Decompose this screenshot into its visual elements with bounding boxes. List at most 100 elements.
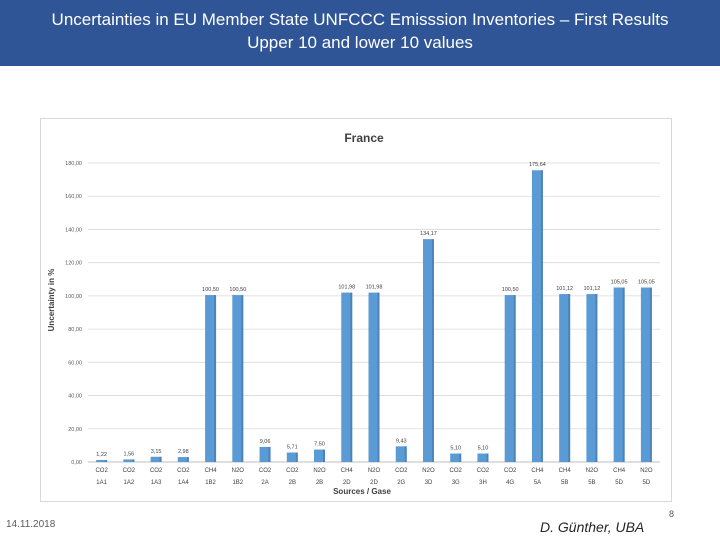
x-gas-label: N2O (640, 468, 653, 474)
x-category-label: 3G (452, 480, 460, 486)
data-label: 9,06 (260, 439, 271, 445)
bar-shade (350, 292, 353, 462)
data-label: 101,12 (556, 286, 573, 292)
slide-title: Uncertainties in EU Member State UNFCCC … (51, 10, 669, 29)
data-label: 100,50 (202, 287, 219, 293)
x-category-label: 5D (643, 480, 651, 486)
x-gas-label: CH4 (531, 468, 544, 474)
bar (177, 457, 189, 462)
bar-shade (595, 294, 598, 462)
x-category-label: 5B (588, 480, 595, 486)
bar-shade (323, 449, 326, 462)
y-tick-label: 0,00 (71, 460, 82, 466)
x-gas-label: CO2 (504, 468, 517, 474)
bar-shade (241, 295, 244, 462)
slide-subtitle: Upper 10 and lower 10 values (247, 33, 473, 52)
bar-shade (295, 452, 298, 462)
bar-shade (431, 239, 434, 462)
bar (395, 446, 407, 462)
x-gas-label: CH4 (559, 468, 572, 474)
x-gas-label: N2O (232, 468, 245, 474)
bar-shade (186, 457, 189, 462)
bar (96, 459, 108, 462)
bar (205, 295, 217, 462)
x-gas-label: CO2 (477, 468, 490, 474)
y-tick-label: 40,00 (68, 394, 82, 400)
x-category-label: 3D (425, 480, 433, 486)
x-gas-label: CO2 (286, 468, 299, 474)
bar (640, 287, 652, 462)
bar (450, 453, 462, 462)
data-labels: 1,22 CO2 1A1 1,56 CO2 1A2 3,15 CO2 1A3 2,98 CO2 1A4… (95, 162, 654, 486)
data-label: 7,50 (314, 442, 325, 448)
x-gas-label: CH4 (205, 468, 218, 474)
x-gas-label: N2O (586, 468, 599, 474)
page-number: 8 (669, 509, 675, 519)
bar (613, 287, 625, 462)
data-label: 5,10 (450, 446, 461, 452)
bar (477, 453, 489, 462)
bar (586, 294, 598, 462)
x-category-label: 3H (479, 480, 487, 486)
x-category-label: 4G (506, 480, 514, 486)
bar-shade (540, 170, 543, 463)
x-gas-label: CO2 (259, 468, 272, 474)
bar-shade (132, 459, 135, 462)
x-category-label: 1A3 (151, 480, 162, 486)
data-label: 100,50 (502, 287, 519, 293)
y-tick-label: 180,00 (65, 161, 82, 167)
y-tick-label: 120,00 (65, 261, 82, 267)
x-category-label: 5B (561, 480, 568, 486)
x-category-label: 2B (316, 480, 323, 486)
bar-shade (459, 453, 462, 462)
x-gas-label: CH4 (613, 468, 626, 474)
bar-shade (622, 287, 625, 462)
chart-title: France (344, 131, 384, 145)
data-label: 175,64 (529, 162, 546, 168)
data-label: 3,15 (151, 449, 162, 455)
x-gas-label: N2O (422, 468, 435, 474)
x-category-label: 2G (397, 480, 405, 486)
bars (96, 170, 652, 463)
x-category-label: 5D (615, 480, 623, 486)
gridlines: 0,00 20,00 40,00 60,00 80,00 100,00 120,00 140,… (65, 161, 660, 466)
bar-shade (568, 294, 571, 462)
x-category-label: 1B2 (232, 480, 243, 486)
bar-shade (513, 295, 516, 462)
bar-shade (377, 292, 380, 462)
bar (504, 295, 516, 462)
bar-shade (649, 287, 652, 462)
x-gas-label: CO2 (395, 468, 408, 474)
y-tick-label: 80,00 (68, 327, 82, 333)
data-label: 1,56 (123, 451, 134, 457)
x-category-label: 5A (534, 480, 541, 486)
bar (232, 295, 244, 462)
bar (286, 452, 298, 462)
data-label: 1,22 (96, 452, 107, 458)
data-label: 101,12 (583, 286, 600, 292)
y-tick-label: 20,00 (68, 427, 82, 433)
bar-shade (486, 453, 489, 462)
data-label: 105,05 (638, 280, 655, 286)
bar-shade (214, 295, 217, 462)
bar (422, 239, 434, 462)
bar-shade (268, 446, 271, 462)
y-tick-label: 160,00 (65, 194, 82, 200)
x-category-label: 1A4 (178, 480, 189, 486)
x-category-label: 1A1 (96, 480, 107, 486)
x-gas-label: CH4 (341, 468, 354, 474)
x-category-label: 2B (289, 480, 296, 486)
data-label: 2,98 (178, 449, 189, 455)
data-label: 5,71 (287, 445, 298, 451)
y-tick-label: 100,00 (65, 294, 82, 300)
bar (531, 170, 543, 463)
x-gas-label: CO2 (123, 468, 136, 474)
data-label: 101,98 (338, 285, 355, 291)
x-gas-label: CO2 (150, 468, 163, 474)
data-label: 9,43 (396, 438, 407, 444)
data-label: 5,10 (478, 446, 489, 452)
data-label: 105,05 (611, 280, 628, 286)
bar (368, 292, 380, 462)
bar (341, 292, 353, 462)
